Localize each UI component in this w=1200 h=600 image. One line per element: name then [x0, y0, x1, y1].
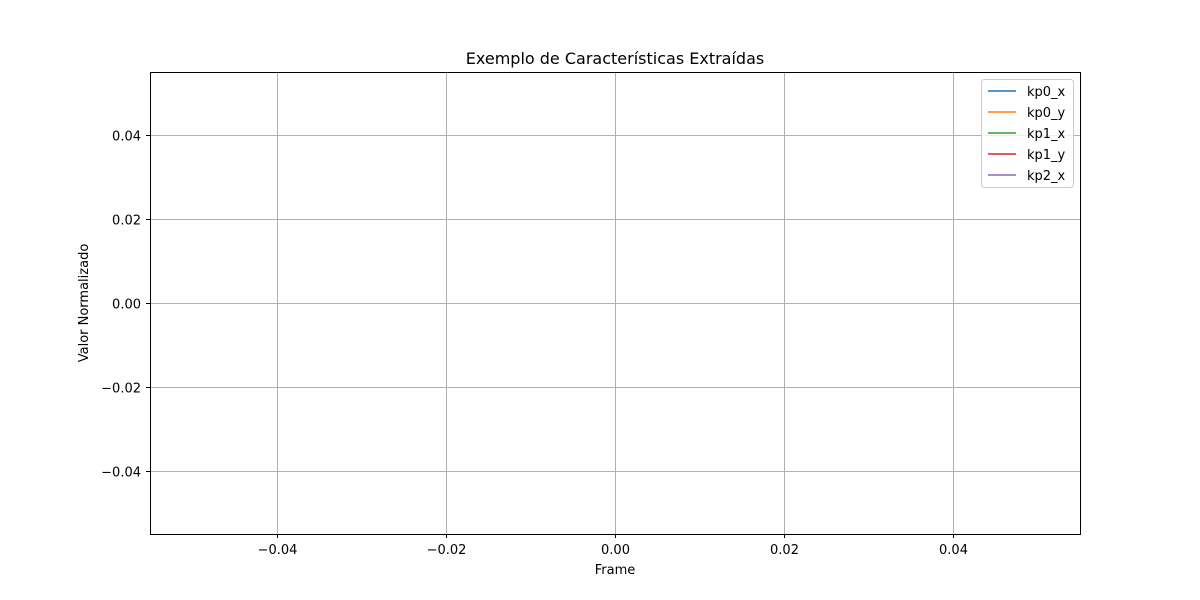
x-tick-label: 0.00: [601, 543, 630, 558]
y-tick-label: −0.02: [101, 382, 141, 397]
x-tick-label: 0.02: [770, 543, 799, 558]
legend-items: kp0_x kp0_y kp1_x kp1_y kp2_x: [988, 85, 1066, 184]
y-axis-label: Valor Normalizado: [77, 244, 92, 363]
legend-label: kp1_y: [1027, 148, 1066, 163]
y-tick-label: 0.02: [112, 214, 141, 229]
legend-box: [981, 79, 1074, 188]
chart-title: Exemplo de Características Extraídas: [466, 49, 764, 68]
y-tick-label: 0.04: [112, 130, 141, 145]
x-tick-label: 0.04: [939, 543, 968, 558]
legend-label: kp0_y: [1027, 106, 1066, 121]
y-tick-label: 0.00: [112, 298, 141, 313]
grid: [150, 72, 1080, 534]
x-axis-label: Frame: [595, 563, 636, 578]
x-axis-ticks: −0.04 −0.02 0.00 0.02 0.04: [258, 534, 968, 558]
y-tick-label: −0.04: [101, 466, 141, 481]
x-tick-label: −0.04: [258, 543, 298, 558]
legend: kp0_x kp0_y kp1_x kp1_y kp2_x: [981, 79, 1074, 188]
x-tick-label: −0.02: [427, 543, 467, 558]
legend-label: kp0_x: [1027, 85, 1066, 100]
y-axis-ticks: 0.04 0.02 0.00 −0.02 −0.04: [101, 130, 150, 481]
legend-label: kp1_x: [1027, 127, 1066, 142]
legend-label: kp2_x: [1027, 169, 1066, 184]
